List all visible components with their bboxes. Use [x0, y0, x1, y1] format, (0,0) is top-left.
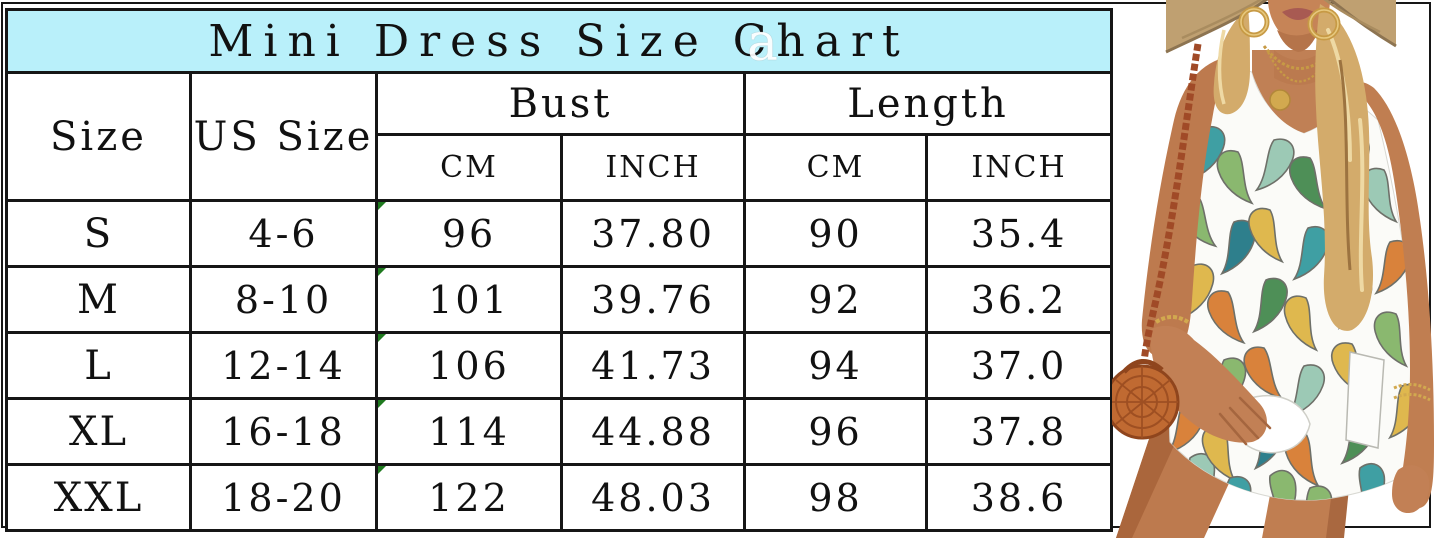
cell-length-cm: 94 [743, 331, 928, 400]
cell-length-cm: 96 [743, 397, 928, 466]
size-chart-table: Mini Dress Size Chart Size US Size Bust … [4, 8, 1114, 532]
cell-bust-cm: 106 [375, 331, 563, 400]
cell-bust-cm: 122 [375, 463, 563, 532]
bag-strap [1140, 43, 1202, 363]
header-bust-inch: INCH [560, 133, 746, 202]
cell-bust-inch: 39.76 [560, 265, 746, 334]
table-row: S 4-6 96 37.80 90 35.4 [5, 199, 1114, 268]
header-us-size: US Size [189, 71, 378, 202]
chart-title: Mini Dress Size Chart [4, 8, 1114, 74]
cell-bust-inch: 48.03 [560, 463, 746, 532]
cell-size: M [5, 265, 192, 334]
cell-bust-cm: 101 [375, 265, 563, 334]
cell-length-inch: 36.2 [924, 265, 1114, 334]
cell-bust-inch: 44.88 [560, 397, 746, 466]
header-bust-cm: CM [375, 133, 563, 202]
gold-bracelet-left [1154, 315, 1190, 324]
straw-hat-icon [1165, 0, 1397, 54]
cell-length-inch: 37.8 [924, 397, 1114, 466]
dress-pocket [1345, 351, 1385, 449]
cell-us-size: 18-20 [189, 463, 378, 532]
cell-length-cm: 92 [743, 265, 928, 334]
rattan-bag [1112, 43, 1202, 440]
header-length-cm: CM [743, 133, 928, 202]
gold-hoop-earrings [1238, 6, 1341, 41]
lips [1282, 8, 1314, 20]
cell-us-size: 12-14 [189, 331, 378, 400]
cell-size: L [5, 331, 192, 400]
cell-length-cm: 90 [743, 199, 928, 268]
header-size: Size [5, 71, 192, 202]
header-length: Length [742, 71, 1114, 136]
model-photo [1112, 0, 1434, 538]
coin-pendant [1269, 89, 1291, 111]
cell-length-inch: 35.4 [924, 199, 1114, 268]
gold-necklaces [1262, 43, 1340, 111]
table-row: XXL 18-20 122 48.03 98 38.6 [5, 463, 1114, 532]
cell-size: XL [5, 397, 192, 466]
header-length-inch: INCH [924, 133, 1114, 202]
cell-length-inch: 37.0 [924, 331, 1114, 400]
table-row: XL 16-18 114 44.88 96 37.8 [5, 397, 1114, 466]
cell-us-size: 16-18 [189, 397, 378, 466]
blonde-hair [1213, 4, 1374, 331]
cell-bust-inch: 37.80 [560, 199, 746, 268]
cell-bust-inch: 41.73 [560, 331, 746, 400]
cell-us-size: 4-6 [189, 199, 378, 268]
cell-bust-cm: 96 [375, 199, 563, 268]
cell-us-size: 8-10 [189, 265, 378, 334]
model-left-arm [1141, 56, 1272, 446]
table-row: L 12-14 106 41.73 94 37.0 [5, 331, 1114, 400]
cell-size: S [5, 199, 192, 268]
cell-size: XXL [5, 463, 192, 532]
cell-length-cm: 98 [743, 463, 928, 532]
table-row: M 8-10 101 39.76 92 36.2 [5, 265, 1114, 334]
cell-length-inch: 38.6 [924, 463, 1114, 532]
cell-bust-cm: 114 [375, 397, 563, 466]
model-right-arm [1348, 81, 1434, 514]
header-bust: Bust [375, 71, 746, 136]
